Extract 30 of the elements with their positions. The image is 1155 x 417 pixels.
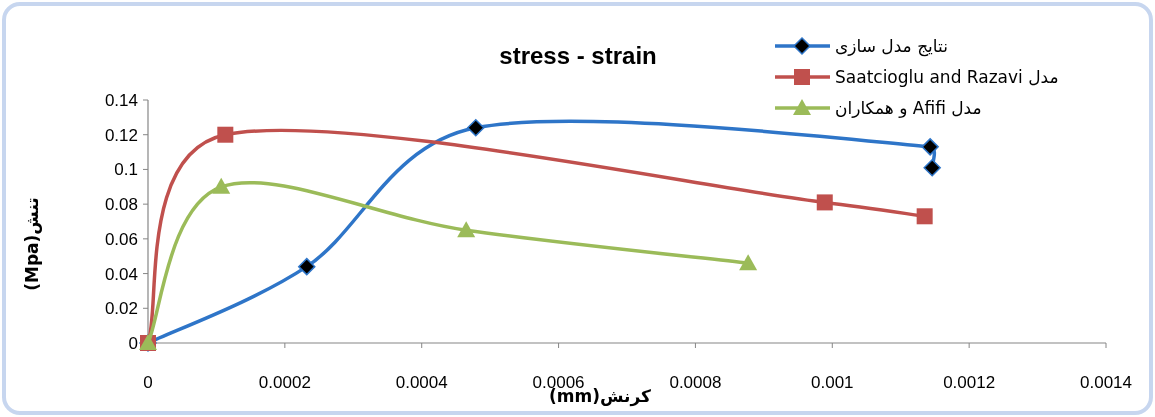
point: [739, 254, 758, 271]
point: [217, 126, 234, 143]
x-tick-label: 0.0008: [669, 373, 722, 392]
legend-label: نتایج مدل سازی: [835, 36, 948, 57]
x-tick-label: 0.0004: [395, 373, 448, 392]
point: [816, 194, 833, 211]
point: [467, 119, 485, 137]
chart-title: stress - strain: [499, 42, 657, 69]
x-tick-label: 0.0012: [943, 373, 996, 392]
y-tick-label: 0: [128, 334, 138, 353]
y-tick-label: 0.08: [104, 195, 138, 215]
y-tick-label: 0.12: [104, 125, 138, 145]
x-tick-label: 0.0002: [258, 373, 311, 392]
x-tick-label: 0: [143, 373, 153, 392]
point: [923, 158, 941, 177]
point: [212, 177, 231, 194]
x-tick-label: 0.0014: [1080, 373, 1132, 392]
point: [298, 257, 316, 276]
point: [921, 138, 939, 156]
y-tick-label: 0.1: [114, 160, 138, 180]
legend-label: مدل Afifi و همکاران: [835, 98, 982, 118]
point: [457, 221, 476, 238]
y-tick-label: 0.06: [104, 229, 138, 249]
y-tick-label: 0.02: [104, 299, 138, 319]
point: [916, 208, 933, 225]
x-tick-label: 0.001: [811, 373, 854, 392]
y-tick-label: 0.14: [104, 91, 138, 110]
y-tick-label: 0.04: [104, 264, 138, 284]
y-axis-title: (Mpa)تنش: [22, 197, 42, 291]
legend-label: مدل Saatcioglu and Razavi: [835, 67, 1059, 87]
